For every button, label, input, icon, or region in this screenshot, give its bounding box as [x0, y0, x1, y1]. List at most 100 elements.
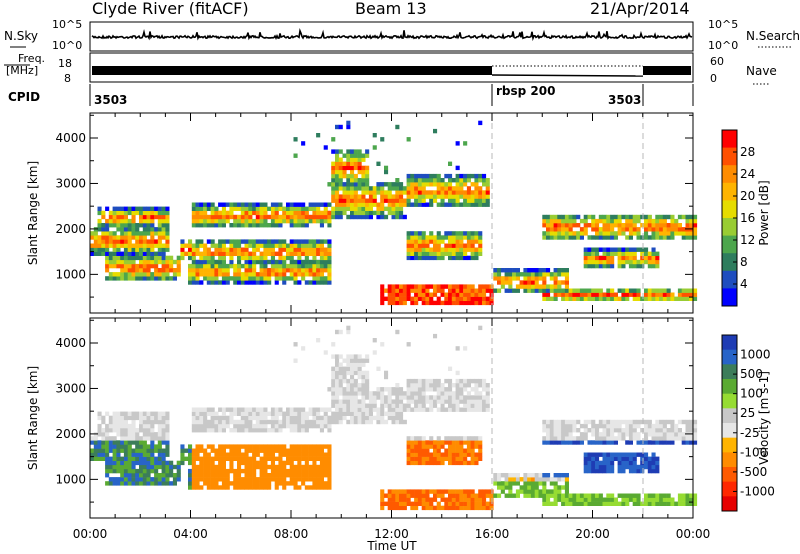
velocity-cell [161, 460, 166, 466]
velocity-cell [557, 436, 562, 441]
power-cell [606, 263, 611, 269]
power-cell [267, 247, 272, 252]
velocity-cell [628, 440, 633, 445]
velocity-cell [429, 383, 434, 388]
velocity-cell [289, 407, 294, 412]
power-cell [184, 243, 189, 248]
power-cell [598, 288, 603, 293]
power-cell [323, 206, 328, 211]
power-cell [270, 263, 275, 269]
power-cell [553, 284, 558, 289]
velocity-cell [131, 456, 136, 461]
power-cell [470, 194, 475, 199]
velocity-cell [689, 428, 694, 433]
power-cell [602, 263, 607, 269]
velocity-cell [161, 481, 166, 486]
velocity-cell [474, 501, 479, 506]
velocity-cell [365, 358, 370, 363]
velocity-cell [681, 493, 686, 498]
velocity-cell [282, 452, 287, 457]
power-cell [628, 223, 633, 228]
power-cell [229, 263, 234, 269]
power-cell [123, 227, 128, 232]
velocity-cell [613, 428, 618, 433]
velocity-cell [199, 407, 204, 412]
power-cell [161, 272, 166, 277]
power-cell [610, 227, 615, 232]
power-cell [304, 243, 309, 248]
power-cell [583, 214, 588, 220]
power-cell [120, 251, 125, 256]
power-cell [647, 218, 652, 224]
velocity-cell [323, 407, 328, 412]
velocity-cell [459, 497, 464, 502]
power-cell [628, 251, 633, 256]
power-cell [112, 247, 117, 252]
velocity-cell [576, 501, 581, 506]
power-cell [587, 235, 592, 240]
power-cell [142, 235, 147, 240]
power-cell [387, 186, 392, 191]
power-cell [350, 190, 355, 195]
power-cell [331, 194, 336, 199]
velocity-cell [628, 432, 633, 437]
power-cell [666, 214, 671, 220]
power-x-ticks [89, 113, 694, 313]
velocity-cell [323, 444, 328, 449]
power-cell [421, 255, 426, 261]
power-cell [270, 243, 275, 248]
power-cell [316, 259, 321, 265]
power-cell [508, 280, 513, 285]
power-cell [451, 292, 456, 297]
power-cell [248, 202, 253, 207]
power-cell [139, 239, 144, 244]
power-cell [248, 210, 253, 216]
velocity-ytick-label: 2000 [55, 427, 86, 441]
power-cell [395, 210, 400, 216]
velocity-cell [293, 485, 298, 490]
velocity-cell [368, 399, 373, 404]
velocity-cell [519, 477, 524, 482]
velocity-cell [221, 415, 226, 421]
power-cell [150, 259, 155, 265]
velocity-cell [139, 468, 144, 474]
power-cell [387, 296, 392, 301]
velocity-cell [557, 432, 562, 437]
power-cell [293, 206, 298, 211]
power-cell [157, 272, 162, 277]
power-cell [384, 182, 389, 187]
power-cell [429, 247, 434, 252]
power-cell [210, 223, 215, 228]
power-cell [451, 243, 456, 248]
power-cell [150, 235, 155, 240]
power-cell [572, 292, 577, 297]
velocity-cell [425, 497, 430, 502]
velocity-cell [628, 423, 633, 429]
velocity-cell [206, 464, 211, 470]
power-cell [470, 182, 475, 187]
power-cell [602, 255, 607, 261]
velocity-cell [169, 460, 174, 466]
velocity-cell [210, 477, 215, 482]
velocity-cell [191, 419, 196, 425]
power-cell [659, 227, 664, 232]
power-cell [632, 296, 637, 301]
velocity-cell [670, 497, 675, 502]
power-cell [244, 239, 249, 244]
power-cell [625, 292, 630, 297]
power-cell [466, 243, 471, 248]
velocity-cell [304, 473, 309, 478]
power-cell [221, 251, 226, 256]
velocity-cell [157, 473, 162, 478]
velocity-cell [380, 342, 385, 347]
velocity-cell [203, 456, 208, 461]
power-cell [221, 255, 226, 261]
power-cell [387, 300, 392, 306]
velocity-cell [508, 493, 513, 498]
power-cell [406, 243, 411, 248]
power-cell [301, 223, 306, 228]
velocity-cell [647, 423, 652, 429]
power-cell [391, 288, 396, 293]
power-cell [693, 235, 698, 240]
velocity-cell [444, 391, 449, 396]
